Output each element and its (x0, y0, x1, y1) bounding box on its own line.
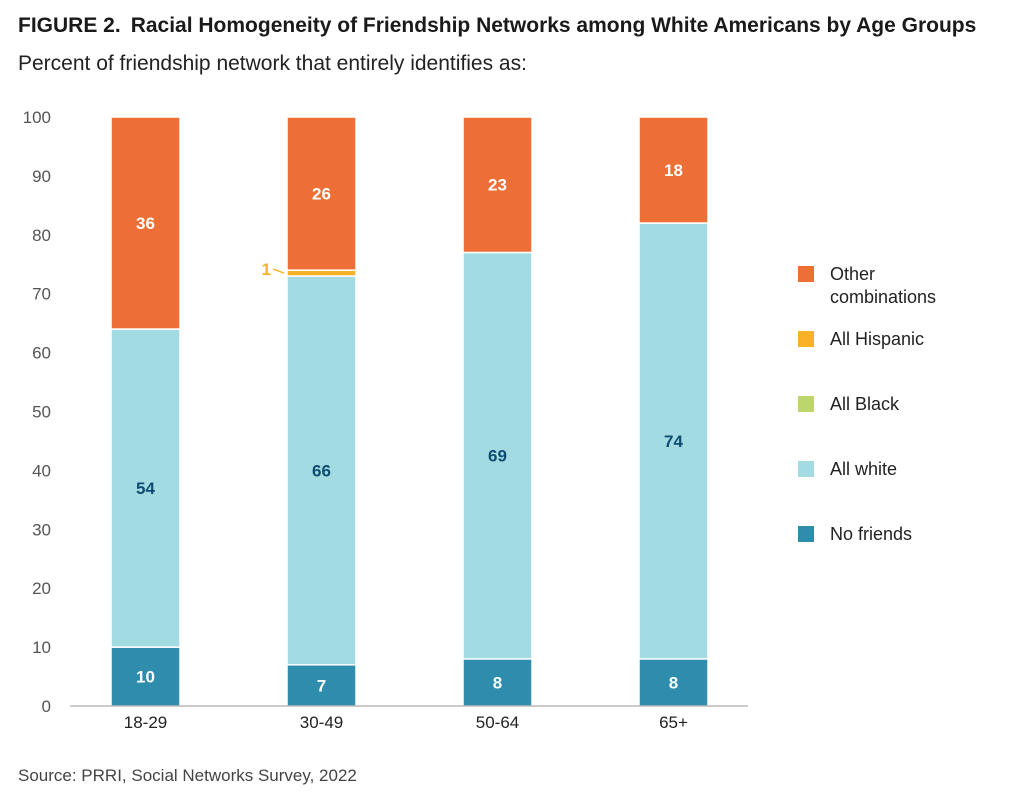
bar-segment (286, 269, 357, 277)
figure-title: Racial Homogeneity of Friendship Network… (130, 14, 977, 37)
bar-value-label: 69 (488, 447, 507, 466)
y-tick-label: 40 (32, 461, 51, 480)
bar-value-label: 74 (664, 432, 683, 451)
bar-value-label: 8 (493, 673, 502, 692)
y-tick-label: 90 (32, 167, 51, 186)
legend-label: All Hispanic (830, 329, 924, 349)
bar-segment (462, 251, 533, 660)
y-tick-label: 60 (32, 344, 51, 363)
legend-swatch (798, 526, 814, 542)
legend-label: No friends (830, 524, 912, 544)
y-tick-label: 70 (32, 285, 51, 304)
y-tick-label: 50 (32, 403, 51, 422)
y-tick-label: 20 (32, 579, 51, 598)
y-tick-label: 80 (32, 226, 51, 245)
legend-swatch (798, 266, 814, 282)
callout-leader-line (272, 268, 285, 274)
bar-segment (638, 658, 709, 707)
bar-segment (638, 222, 709, 660)
legend-swatch (798, 396, 814, 412)
legend-label: All white (830, 459, 897, 479)
legend-label: All Black (830, 394, 900, 414)
bar-value-label: 10 (136, 668, 155, 687)
bar-segment (462, 116, 533, 254)
bar-segment (110, 646, 181, 707)
bar-segment (638, 116, 709, 224)
bar-value-label: 66 (312, 461, 331, 480)
bar-segment (286, 116, 357, 271)
bar-value-label: 54 (136, 479, 155, 498)
bar-segment (110, 116, 181, 330)
x-tick-label: 65+ (659, 713, 688, 732)
y-tick-label: 10 (32, 638, 51, 657)
x-tick-label: 18-29 (124, 713, 167, 732)
bar-value-label: 8 (669, 673, 678, 692)
y-tick-label: 0 (42, 697, 51, 716)
figure-label: FIGURE 2. (18, 14, 121, 37)
source-note: Source: PRRI, Social Networks Survey, 20… (18, 766, 357, 785)
bar-value-label: 7 (317, 676, 326, 695)
chart-title: FIGURE 2. Racial Homogeneity of Friendshi… (18, 14, 976, 38)
bar-value-label: 1 (262, 260, 271, 279)
bar-segment (110, 328, 181, 648)
legend-label: Other combinations (830, 264, 936, 307)
y-tick-label: 30 (32, 520, 51, 539)
bar-value-label: 18 (664, 161, 683, 180)
x-tick-label: 50-64 (476, 713, 519, 732)
y-tick-label: 100 (23, 108, 51, 127)
bar-value-label: 26 (312, 185, 331, 204)
legend-swatch (798, 461, 814, 477)
bar-value-label: 23 (488, 176, 507, 195)
bar-value-label: 36 (136, 214, 155, 233)
chart-subtitle: Percent of friendship network that entir… (18, 52, 527, 75)
legend-swatch (798, 331, 814, 347)
x-tick-label: 30-49 (300, 713, 343, 732)
